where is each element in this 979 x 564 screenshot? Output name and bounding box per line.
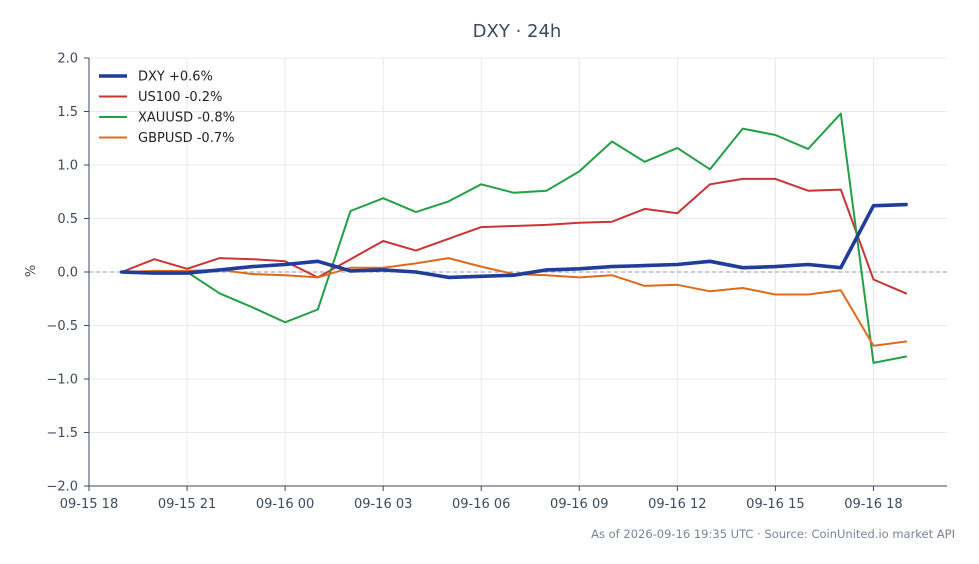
y-tick-label: 1.0 [57,159,78,174]
legend-label-3: XAUUSD -0.8% [138,111,235,126]
y-tick-label: 0.5 [57,212,78,227]
y-tick-label: 1.5 [57,105,78,120]
series-line-3 [120,112,908,364]
x-tick-label: 09-16 18 [844,497,902,512]
y-tick-label: 2.0 [57,52,78,67]
x-axis-ticks: 09-15 18 09-15 21 09-16 00 09-16 03 09-16 06… [60,486,903,512]
x-tick-label: 09-16 06 [452,497,510,512]
x-tick-label: 09-16 15 [746,497,804,512]
legend-label-1: DXY +0.6% [138,70,213,85]
x-tick-label: 09-15 21 [158,497,216,512]
x-tick-label: 09-16 12 [648,497,706,512]
x-tick-label: 09-15 18 [60,497,118,512]
data-source-footer: As of 2026-09-16 19:35 UTC · Source: Coi… [591,527,955,541]
y-axis-label: % [24,265,39,277]
series-line-1 [119,202,908,280]
legend-label-4: GBPUSD -0.7% [138,131,234,146]
series-lines [119,112,908,364]
y-axis-ticks: −2.0 −1.5 −1.0 −0.5 0.0 0.5 1.0 1.5 2.0 [46,52,89,495]
y-tick-label: −2.0 [46,480,78,495]
y-tick-label: −0.5 [46,319,78,334]
x-tick-label: 09-16 03 [354,497,412,512]
chart-title: DXY · 24h [473,21,562,42]
legend: DXY +0.6% US100 -0.2% XAUUSD -0.8% GBPUSD -… [99,70,235,146]
y-tick-label: −1.5 [46,426,78,441]
y-tick-label: 0.0 [57,266,78,281]
legend-label-2: US100 -0.2% [138,90,222,105]
series-line-2 [120,177,908,295]
x-tick-label: 09-16 09 [550,497,608,512]
x-tick-label: 09-16 00 [256,497,314,512]
y-tick-label: −1.0 [46,373,78,388]
